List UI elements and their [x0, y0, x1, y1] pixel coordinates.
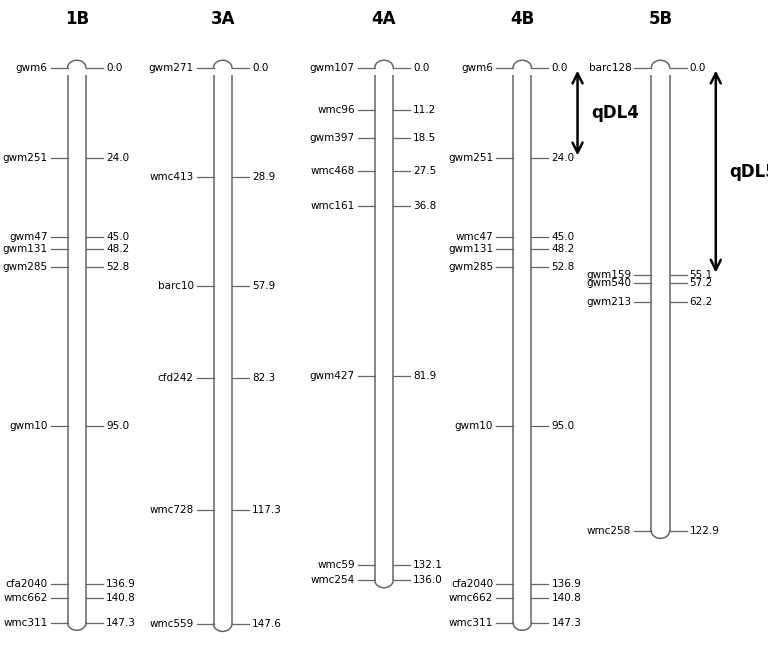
Text: 117.3: 117.3	[252, 505, 282, 515]
Text: gwm10: gwm10	[9, 421, 48, 431]
Text: 3A: 3A	[210, 10, 235, 28]
Text: cfd242: cfd242	[157, 373, 194, 383]
Text: 18.5: 18.5	[413, 133, 436, 143]
Text: gwm6: gwm6	[15, 63, 48, 73]
Text: gwm131: gwm131	[448, 245, 493, 254]
Text: 48.2: 48.2	[106, 245, 129, 254]
Text: gwm213: gwm213	[586, 297, 631, 307]
Text: cfa2040: cfa2040	[451, 579, 493, 589]
Text: 1B: 1B	[65, 10, 89, 28]
Text: 52.8: 52.8	[551, 262, 574, 271]
Text: 62.2: 62.2	[690, 297, 713, 307]
Text: gwm107: gwm107	[310, 63, 355, 73]
Text: wmc59: wmc59	[317, 560, 355, 570]
Text: 0.0: 0.0	[413, 63, 429, 73]
Text: barc128: barc128	[588, 63, 631, 73]
Text: 81.9: 81.9	[413, 371, 436, 381]
Text: wmc311: wmc311	[3, 618, 48, 628]
Text: 136.0: 136.0	[413, 575, 443, 585]
Text: 11.2: 11.2	[413, 105, 436, 115]
Text: wmc161: wmc161	[310, 201, 355, 211]
Text: gwm271: gwm271	[148, 63, 194, 73]
Text: 0.0: 0.0	[551, 63, 568, 73]
Text: gwm285: gwm285	[2, 262, 48, 271]
Text: gwm47: gwm47	[9, 232, 48, 243]
Text: 147.3: 147.3	[106, 618, 136, 628]
Text: 136.9: 136.9	[106, 579, 136, 589]
Text: wmc254: wmc254	[310, 575, 355, 585]
Text: 55.1: 55.1	[690, 270, 713, 281]
Text: 95.0: 95.0	[551, 421, 574, 431]
Text: 132.1: 132.1	[413, 560, 443, 570]
Text: wmc728: wmc728	[149, 505, 194, 515]
Text: gwm131: gwm131	[2, 245, 48, 254]
Text: wmc258: wmc258	[587, 526, 631, 536]
Text: 28.9: 28.9	[252, 172, 275, 182]
Text: 45.0: 45.0	[106, 232, 129, 243]
Text: gwm10: gwm10	[455, 421, 493, 431]
Text: barc10: barc10	[157, 281, 194, 291]
Text: 57.9: 57.9	[252, 281, 275, 291]
Text: gwm159: gwm159	[586, 270, 631, 281]
Text: 0.0: 0.0	[690, 63, 706, 73]
Text: 0.0: 0.0	[106, 63, 122, 73]
Text: gwm285: gwm285	[448, 262, 493, 271]
Text: cfa2040: cfa2040	[5, 579, 48, 589]
Text: 45.0: 45.0	[551, 232, 574, 243]
Text: 24.0: 24.0	[551, 153, 574, 164]
Text: 82.3: 82.3	[252, 373, 275, 383]
Text: qDL4: qDL4	[591, 104, 639, 122]
Text: wmc559: wmc559	[149, 619, 194, 629]
Text: 140.8: 140.8	[106, 593, 136, 603]
Text: gwm427: gwm427	[310, 371, 355, 381]
Text: wmc413: wmc413	[149, 172, 194, 182]
Text: wmc468: wmc468	[310, 166, 355, 177]
Text: gwm397: gwm397	[310, 133, 355, 143]
Text: gwm251: gwm251	[2, 153, 48, 164]
Text: 4B: 4B	[510, 10, 535, 28]
Text: gwm540: gwm540	[586, 279, 631, 288]
Text: 57.2: 57.2	[690, 279, 713, 288]
Text: 122.9: 122.9	[690, 526, 720, 536]
Text: 95.0: 95.0	[106, 421, 129, 431]
Text: 147.3: 147.3	[551, 618, 581, 628]
Text: 52.8: 52.8	[106, 262, 129, 271]
Text: wmc47: wmc47	[455, 232, 493, 243]
Text: wmc662: wmc662	[3, 593, 48, 603]
Text: qDL5: qDL5	[730, 163, 768, 181]
Text: wmc311: wmc311	[449, 618, 493, 628]
Text: 4A: 4A	[372, 10, 396, 28]
Text: 140.8: 140.8	[551, 593, 581, 603]
Text: 36.8: 36.8	[413, 201, 436, 211]
Text: 27.5: 27.5	[413, 166, 436, 177]
Text: 5B: 5B	[648, 10, 673, 28]
Text: wmc662: wmc662	[449, 593, 493, 603]
Text: 24.0: 24.0	[106, 153, 129, 164]
Text: gwm251: gwm251	[448, 153, 493, 164]
Text: gwm6: gwm6	[461, 63, 493, 73]
Text: 0.0: 0.0	[252, 63, 268, 73]
Text: 136.9: 136.9	[551, 579, 581, 589]
Text: 147.6: 147.6	[252, 619, 282, 629]
Text: wmc96: wmc96	[317, 105, 355, 115]
Text: 48.2: 48.2	[551, 245, 574, 254]
